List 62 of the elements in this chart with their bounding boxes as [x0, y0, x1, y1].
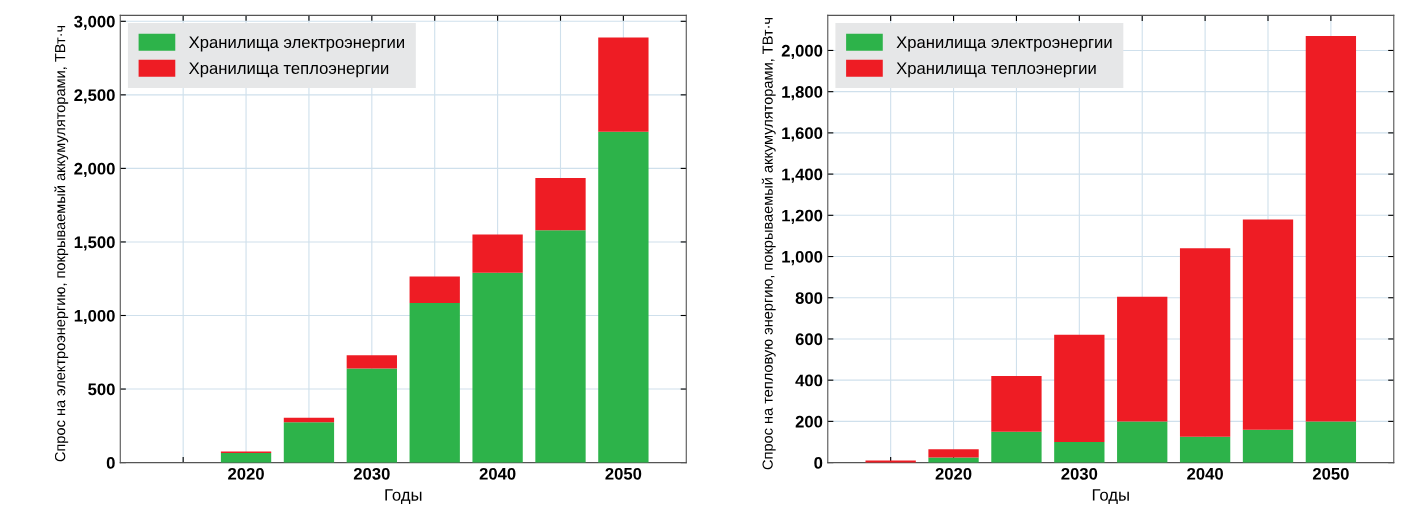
legend-label: Хранилища электроэнергии: [896, 36, 1112, 52]
y-tick-label: 2,500: [74, 89, 115, 104]
bar: [283, 422, 335, 463]
bar: [991, 431, 1042, 463]
bar: [409, 303, 460, 463]
y-tick-label: 3,000: [74, 15, 115, 30]
bar: [598, 131, 649, 463]
y-axis-title: Спрос на электроэнергию, покрываемый аккумуляторами, ТВт·ч: [54, 25, 69, 462]
x-axis-title: Годы: [1092, 489, 1129, 504]
bar: [1242, 219, 1294, 430]
bar: [409, 276, 460, 303]
x-tick-label: 2020: [228, 467, 264, 480]
y-tick-label: 200: [795, 415, 823, 428]
x-tick-label: 2030: [353, 467, 390, 480]
bar: [1117, 296, 1168, 422]
bar: [1305, 421, 1357, 463]
x-tick-label: 2050: [1312, 467, 1349, 480]
legend-label: Хранилища электроэнергии: [188, 36, 404, 52]
y-axis-title: Спрос на тепловую энергию, покрываемый аккумуляторами, ТВт·ч: [761, 17, 776, 470]
y-tick-label: 1,400: [782, 168, 823, 183]
bar: [535, 177, 586, 231]
bar: [1242, 429, 1294, 463]
bar: [598, 37, 649, 132]
bar: [1117, 421, 1168, 463]
x-tick-label: 2050: [605, 467, 642, 480]
y-tick-label: 1,000: [782, 250, 823, 266]
bar: [865, 460, 916, 463]
y-tick-label: 1,500: [74, 236, 115, 251]
bar: [1054, 441, 1105, 463]
y-tick-label: 2,000: [781, 44, 823, 60]
bar: [1305, 36, 1357, 422]
y-tick-label: 0: [106, 457, 115, 469]
bar: [472, 234, 523, 273]
y-tick-label: 2,000: [74, 162, 115, 178]
bar: [928, 449, 979, 458]
bar: [1179, 436, 1231, 463]
x-tick-label: 2040: [1187, 467, 1223, 480]
bar: [1179, 248, 1231, 437]
bar: [991, 376, 1042, 432]
legend-label: Хранилища теплоэнергии: [896, 62, 1096, 78]
y-tick-label: 1,000: [74, 309, 115, 325]
y-tick-label: 400: [795, 374, 823, 387]
x-axis-title: Годы: [385, 489, 422, 504]
legend-label: Хранилища теплоэнергии: [188, 62, 389, 78]
y-tick-label: 800: [795, 292, 823, 304]
x-tick-label: 2030: [1061, 467, 1098, 480]
bar: [346, 368, 397, 463]
bar: [346, 355, 397, 369]
x-tick-label: 2040: [479, 467, 516, 480]
bar: [535, 230, 586, 463]
bar: [283, 417, 335, 423]
y-tick-label: 600: [795, 333, 823, 346]
bar: [928, 457, 979, 463]
y-tick-label: 1,600: [782, 127, 823, 142]
bar: [1054, 334, 1105, 442]
y-tick-label: 1,800: [782, 86, 823, 101]
y-tick-label: 1,200: [782, 209, 823, 224]
y-tick-label: 0: [814, 457, 823, 469]
x-tick-label: 2020: [935, 467, 972, 480]
y-tick-label: 500: [88, 383, 115, 396]
bar: [472, 272, 523, 463]
bar: [220, 453, 272, 463]
